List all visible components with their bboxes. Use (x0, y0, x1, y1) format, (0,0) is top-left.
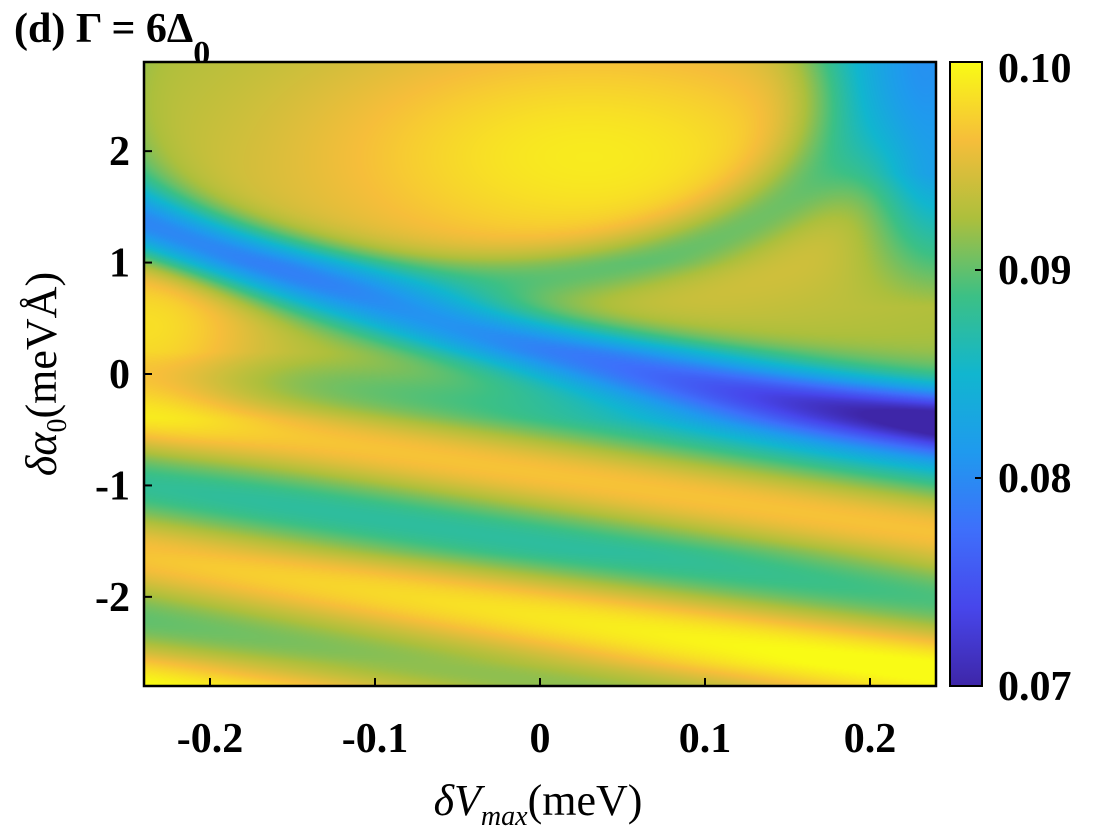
y-axis-unit: (meVÅ) (17, 272, 66, 419)
heatmap-canvas (144, 62, 936, 686)
colorbar-tick-label: 0.07 (998, 664, 1072, 710)
x-axis-unit: (meV) (528, 776, 643, 825)
y-axis-symbol: δα (17, 432, 66, 476)
x-axis-ticks: -0.2 -0.1 0 0.1 0.2 (177, 678, 897, 762)
heatmap-surface (144, 62, 936, 686)
colorbar-ticks: 0.07 0.08 0.09 0.10 (975, 46, 1072, 710)
x-axis-subscript: max (481, 801, 528, 832)
y-axis-ticks: -2 -1 0 1 2 (95, 129, 152, 621)
y-tick-label: 0 (109, 352, 130, 398)
y-tick-label: -1 (95, 463, 130, 509)
x-axis-symbol: δV (434, 776, 486, 825)
y-tick-label: 2 (109, 129, 130, 175)
colorbar-gradient (949, 61, 983, 687)
x-tick-label: 0 (530, 716, 551, 762)
colorbar-tick-label: 0.10 (998, 46, 1072, 92)
x-tick-label: -0.2 (177, 716, 244, 762)
y-tick-label: 1 (109, 241, 130, 287)
y-tick-label: -2 (95, 575, 130, 621)
plot-area (142, 60, 938, 688)
x-axis-label: δVmax(meV) (434, 776, 643, 832)
x-tick-label: -0.1 (342, 716, 409, 762)
y-axis-subscript: 0 (42, 419, 73, 433)
colorbar: 0.07 0.08 0.09 0.10 (949, 46, 1072, 710)
colorbar-tick-label: 0.08 (998, 456, 1072, 502)
colorbar-tick-label: 0.09 (998, 248, 1072, 294)
x-tick-label: 0.2 (844, 716, 897, 762)
x-tick-label: 0.1 (679, 716, 732, 762)
chart-title-text: (d) Γ = 6Δ (14, 6, 193, 52)
y-axis-label: δα0(meVÅ) (17, 272, 73, 476)
